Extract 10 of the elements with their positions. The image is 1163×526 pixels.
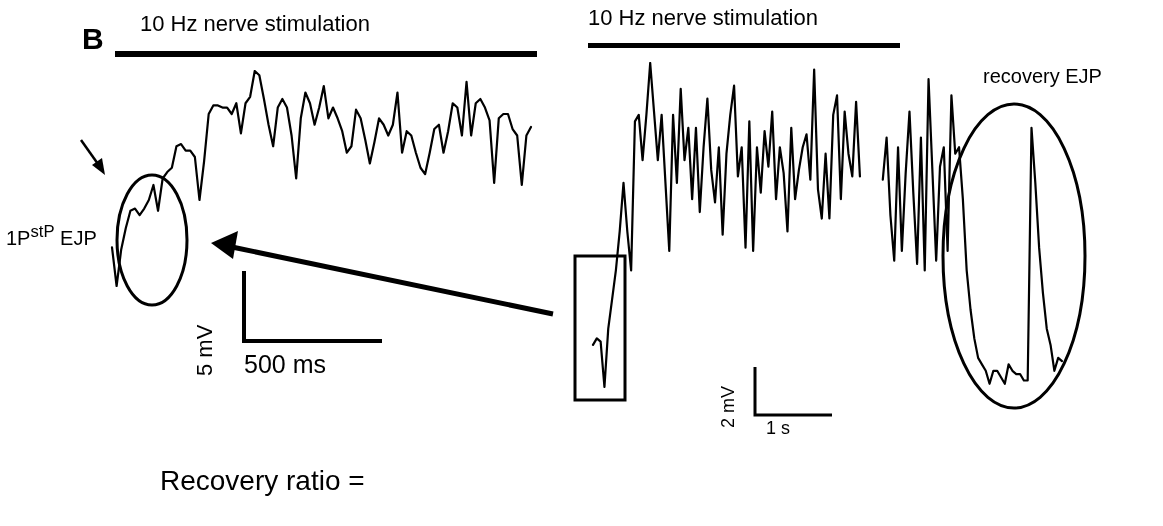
text: 10 Hz nerve stimulation (588, 5, 818, 30)
text: 5 mV (192, 324, 217, 376)
annotation: 2 mV (718, 385, 738, 428)
text: 1 s (766, 418, 791, 438)
text: B (82, 22, 104, 55)
text: 1P$^{stP}$ EJP (6, 222, 97, 249)
text: Recovery ratio = (160, 465, 365, 496)
annotation: recovery EJP (983, 65, 1102, 87)
text: 10 Hz nerve stimulation (140, 11, 370, 36)
text: 500 ms (244, 350, 326, 378)
